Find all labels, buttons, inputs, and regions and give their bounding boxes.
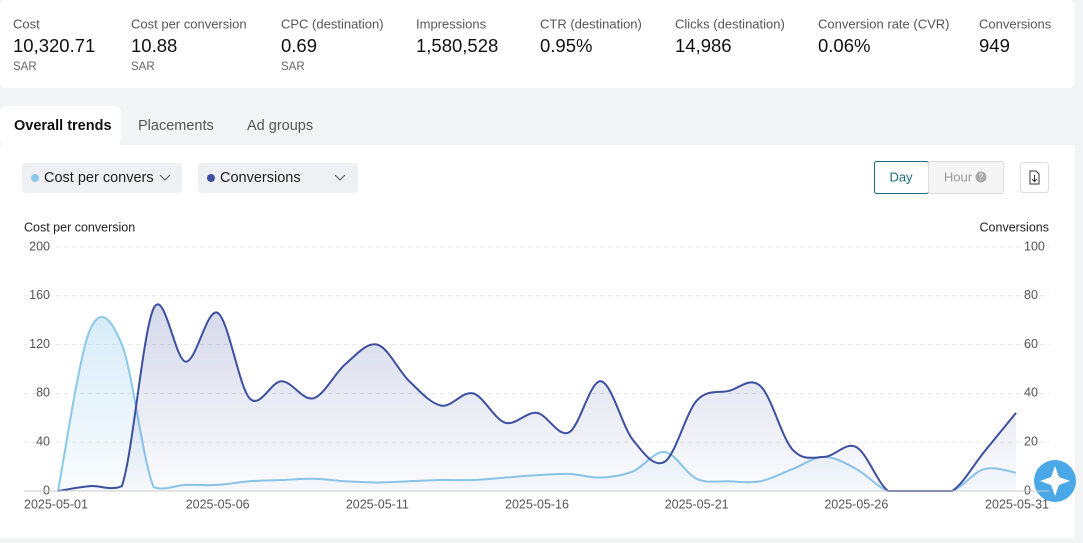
metric-label: Clicks (destination) (675, 16, 785, 31)
y-tick-label: 0 (43, 483, 50, 497)
y-axis-title: Cost per conversion (24, 220, 135, 234)
legend-label[interactable]: Conversions (220, 170, 301, 186)
y-tick-label: 80 (36, 386, 50, 400)
metric-label: Conversion rate (CVR) (818, 16, 950, 31)
y2-tick-label: 60 (1024, 337, 1038, 351)
series-area (58, 304, 1016, 491)
metric-value: 14,986 (675, 35, 732, 56)
y-tick-label: 40 (36, 434, 50, 448)
x-tick-label: 2025-05-01 (24, 497, 88, 511)
legend-swatch (207, 174, 215, 182)
metric-unit: SAR (13, 61, 37, 73)
export-icon (1029, 170, 1040, 185)
metric-value: 949 (979, 35, 1010, 56)
y2-tick-label: 80 (1024, 288, 1038, 302)
active-tab-bg (0, 106, 121, 146)
metric-label: Cost (13, 16, 40, 31)
x-tick-label: 2025-05-26 (824, 497, 888, 511)
y2-tick-label: 0 (1024, 483, 1031, 497)
granularity-option[interactable]: Day (889, 169, 913, 184)
metric-label: CTR (destination) (540, 16, 642, 31)
assistant-icon (1040, 466, 1070, 496)
tab[interactable]: Overall trends (14, 118, 112, 134)
metric-label: Impressions (416, 16, 487, 31)
x-tick-label: 2025-05-06 (186, 497, 250, 511)
metric-label: CPC (destination) (281, 16, 384, 31)
granularity-option[interactable]: Hour (944, 169, 973, 184)
x-tick-label: 2025-05-21 (665, 497, 729, 511)
hour-button[interactable] (928, 161, 1004, 194)
y2-tick-label: 20 (1024, 434, 1038, 448)
y2-axis-title: Conversions (980, 220, 1049, 234)
y-tick-label: 120 (29, 337, 50, 351)
help-icon (975, 171, 987, 183)
help-icon-mark: ? (979, 173, 984, 182)
y-tick-label: 200 (29, 239, 50, 253)
metric-label: Cost per conversion (131, 16, 247, 31)
metric-value: 0.69 (281, 35, 317, 56)
metric-value: 10,320.71 (13, 35, 95, 56)
series-line (57, 303, 1017, 493)
metric-value: 0.06% (818, 35, 870, 56)
metric-selector[interactable] (198, 163, 358, 193)
y-tick-label: 160 (29, 288, 50, 302)
y2-tick-label: 100 (1024, 239, 1045, 253)
metric-selector[interactable] (22, 163, 182, 193)
metric-value: 1,580,528 (416, 35, 498, 56)
metric-value: 0.95% (540, 35, 592, 56)
metric-label: Conversions (979, 16, 1052, 31)
legend-label[interactable]: Cost per convers (44, 170, 154, 186)
metrics-card (0, 0, 1075, 88)
legend-swatch (31, 174, 39, 182)
x-tick-label: 2025-05-16 (505, 497, 569, 511)
x-tick-label: 2025-05-31 (985, 497, 1049, 511)
metric-unit: SAR (131, 61, 155, 73)
tab[interactable]: Ad groups (247, 118, 313, 134)
chevron (334, 174, 346, 181)
y2-tick-label: 40 (1024, 386, 1038, 400)
metric-value: 10.88 (131, 35, 177, 56)
tab[interactable]: Placements (138, 118, 214, 134)
chevron (159, 174, 171, 181)
x-tick-label: 2025-05-11 (346, 497, 409, 511)
metric-unit: SAR (281, 61, 305, 73)
